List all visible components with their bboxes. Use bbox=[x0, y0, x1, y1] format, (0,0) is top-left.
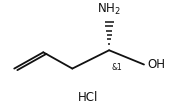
Text: HCl: HCl bbox=[78, 90, 98, 103]
Text: OH: OH bbox=[148, 57, 166, 70]
Text: &1: &1 bbox=[111, 63, 122, 72]
Text: NH$_2$: NH$_2$ bbox=[97, 2, 121, 17]
